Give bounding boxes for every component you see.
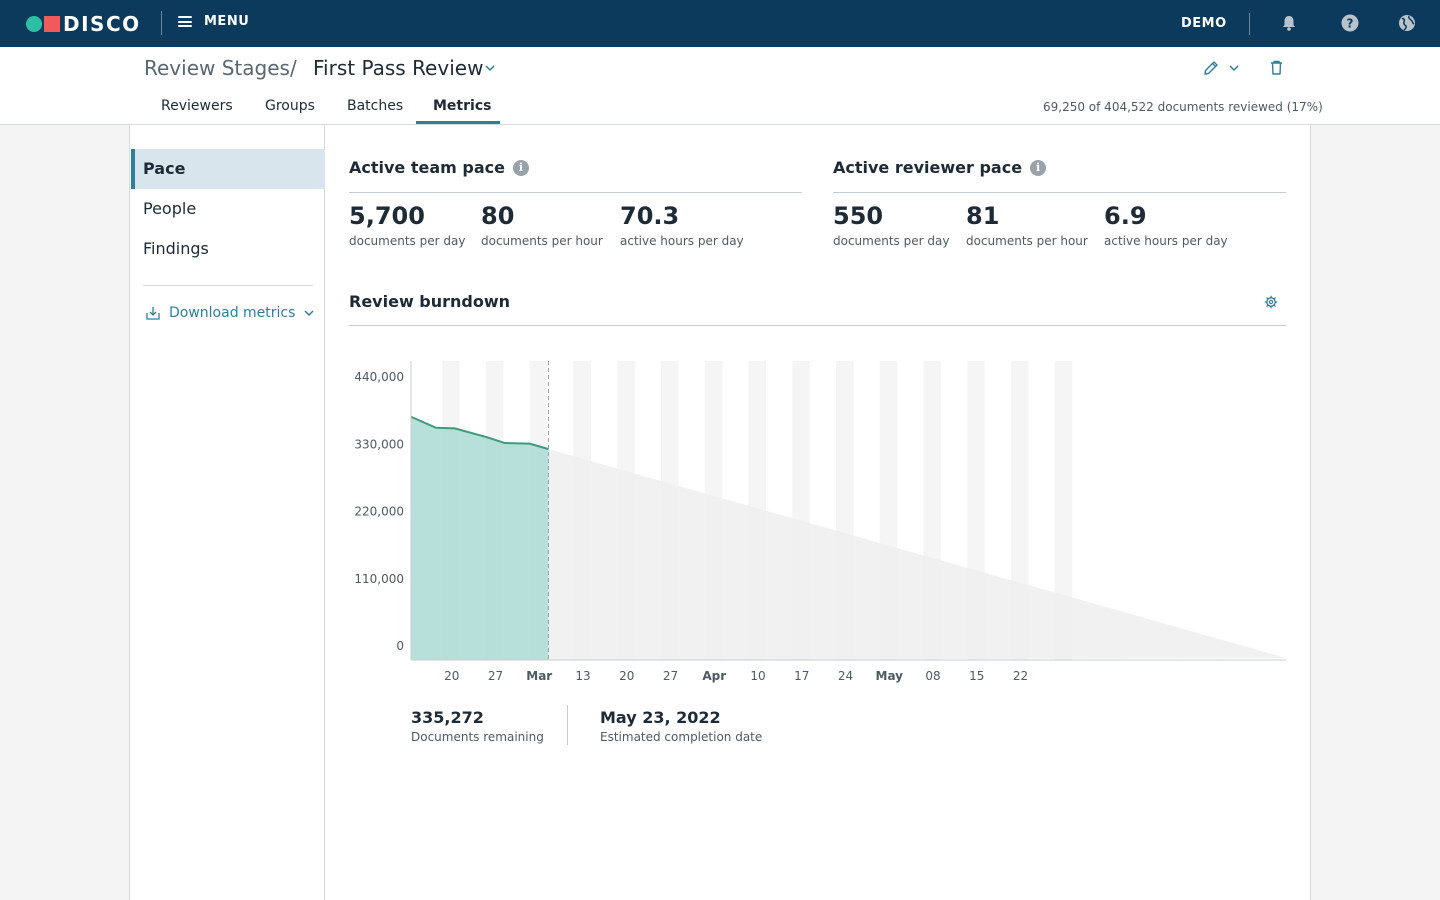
- documents-remaining-label: Documents remaining: [411, 730, 544, 744]
- reviewer-docs-per-hour-value: 81: [966, 202, 1000, 230]
- week-stripe: [1054, 361, 1073, 660]
- chart-settings-gear-icon[interactable]: [1264, 295, 1278, 309]
- x-tick-label: May: [876, 669, 904, 683]
- x-tick-label: 27: [663, 669, 678, 683]
- tab-groups[interactable]: Groups: [265, 98, 315, 114]
- stats-divider: [567, 705, 568, 745]
- topbar-divider-right: [1249, 13, 1250, 35]
- edit-pencil-icon[interactable]: [1202, 59, 1220, 77]
- logo-square-mark: [44, 16, 60, 32]
- team-docs-per-hour-label: documents per hour: [481, 234, 603, 248]
- tab-reviewers[interactable]: Reviewers: [161, 98, 233, 114]
- team-docs-per-day-value: 5,700: [349, 202, 425, 230]
- burndown-rule: [349, 325, 1286, 326]
- actual-burndown-line: [410, 415, 549, 451]
- tab-metrics[interactable]: Metrics: [433, 98, 492, 114]
- menu-label: MENU: [204, 14, 250, 29]
- x-tick-label: 08: [925, 669, 940, 683]
- chevron-down-icon: [304, 310, 314, 317]
- reviewer-active-hours-label: active hours per day: [1104, 234, 1228, 248]
- chart-areas: [410, 361, 1286, 661]
- x-tick-label: 27: [488, 669, 503, 683]
- actual-burndown-area: [411, 416, 549, 660]
- menu-button[interactable]: MENU: [178, 14, 249, 29]
- reviewer-docs-per-hour-label: documents per hour: [966, 234, 1088, 248]
- x-tick-label: 20: [619, 669, 634, 683]
- reviewer-active-hours-value: 6.9: [1104, 202, 1147, 230]
- x-tick-label: 20: [444, 669, 459, 683]
- download-metrics-button[interactable]: Download metrics: [145, 305, 323, 321]
- disco-logo[interactable]: DISCO: [26, 14, 141, 34]
- reviewer-pace-title: Active reviewer pace: [833, 158, 1023, 177]
- page-title[interactable]: First Pass Review: [313, 56, 484, 80]
- documents-remaining-value: 335,272: [411, 708, 484, 727]
- info-icon[interactable]: i: [512, 159, 529, 176]
- logo-text: DISCO: [63, 12, 141, 36]
- edit-menu-chevron-icon[interactable]: [1228, 62, 1240, 74]
- team-docs-per-day-label: documents per day: [349, 234, 466, 248]
- team-active-hours-value: 70.3: [620, 202, 680, 230]
- reviewer-docs-per-day-label: documents per day: [833, 234, 950, 248]
- hamburger-icon: [178, 16, 192, 27]
- x-tick-label: 13: [575, 669, 590, 683]
- bell-icon[interactable]: [1280, 14, 1298, 32]
- y-tick-label: 0: [396, 639, 404, 653]
- delete-trash-icon[interactable]: [1268, 59, 1285, 76]
- y-tick-label: 440,000: [354, 370, 404, 384]
- x-tick-label: 22: [1013, 669, 1028, 683]
- y-tick-label: 330,000: [354, 437, 404, 451]
- chart-y-axis: 440,000 330,000 220,000 110,000 0: [354, 370, 404, 653]
- x-tick-label: Apr: [702, 669, 726, 683]
- x-tick-label: 17: [794, 669, 809, 683]
- x-tick-label: 24: [838, 669, 853, 683]
- metrics-main-panel: Active team pace i 5,700 documents per d…: [325, 125, 1311, 900]
- svg-text:?: ?: [1347, 17, 1354, 31]
- account-switcher[interactable]: DEMO: [1181, 16, 1227, 31]
- logo-circle-mark: [26, 16, 42, 32]
- x-tick-label: 10: [750, 669, 765, 683]
- team-pace-heading: Active team pace i: [349, 158, 529, 177]
- breadcrumb-separator: /: [290, 56, 297, 80]
- sidebar-item-pace[interactable]: Pace: [131, 149, 325, 189]
- y-tick-label: 220,000: [354, 505, 404, 519]
- team-active-hours-label: active hours per day: [620, 234, 744, 248]
- completion-date-label: Estimated completion date: [600, 730, 763, 744]
- completion-date-value: May 23, 2022: [600, 708, 721, 727]
- active-tab-indicator: [416, 121, 500, 124]
- x-tick-label: Mar: [526, 669, 552, 683]
- page-header: [0, 47, 1440, 125]
- review-progress-text: 69,250 of 404,522 documents reviewed (17…: [1043, 100, 1323, 114]
- burndown-title: Review burndown: [349, 292, 511, 311]
- x-tick-label: 15: [969, 669, 984, 683]
- chevron-down-icon[interactable]: [484, 62, 496, 74]
- y-tick-label: 110,000: [354, 572, 404, 586]
- reviewer-docs-per-day-value: 550: [833, 202, 884, 230]
- topbar-divider: [161, 11, 162, 35]
- globe-icon[interactable]: [1398, 14, 1416, 32]
- sidebar-item-people[interactable]: People: [143, 199, 197, 218]
- sidebar-item-findings[interactable]: Findings: [143, 239, 209, 258]
- metrics-sidebar: Pace People Findings Download metrics: [129, 125, 325, 900]
- tab-batches[interactable]: Batches: [347, 98, 404, 114]
- projected-burndown-area: [548, 449, 1286, 660]
- team-docs-per-hour-value: 80: [481, 202, 515, 230]
- chart-x-axis: 20 27 Mar 13 20 27 Apr 10 17 24 May 08 15 22: [444, 669, 1028, 683]
- team-pace-rule: [349, 192, 802, 193]
- info-icon[interactable]: i: [1030, 159, 1047, 176]
- team-pace-title: Active team pace: [349, 158, 505, 177]
- breadcrumb-parent[interactable]: Review Stages: [144, 56, 290, 80]
- top-navigation-bar: DISCO MENU DEMO ?: [0, 0, 1440, 47]
- help-icon[interactable]: ?: [1341, 14, 1359, 32]
- download-metrics-label: Download metrics: [169, 305, 296, 321]
- reviewer-pace-heading: Active reviewer pace i: [833, 158, 1047, 177]
- sidebar-divider: [143, 285, 313, 286]
- download-icon: [146, 307, 160, 320]
- reviewer-pace-rule: [833, 192, 1286, 193]
